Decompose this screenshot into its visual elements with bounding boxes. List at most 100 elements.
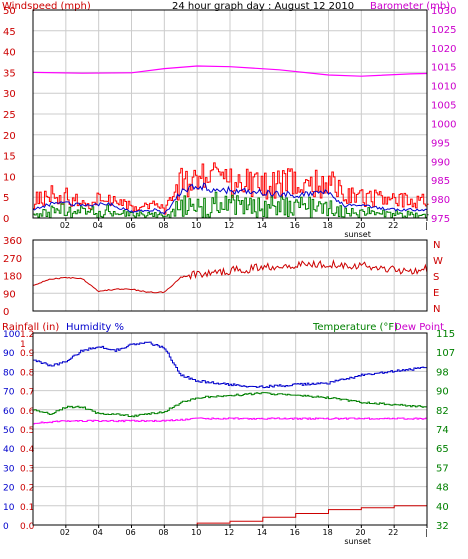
barometer-y-tick: 1020 <box>431 44 456 55</box>
humidity-y-tick: 50 <box>3 426 15 436</box>
wind-y-tick: 40 <box>3 48 16 59</box>
temperature-y-tick: 98 <box>436 367 449 378</box>
dewpoint-series <box>33 417 428 425</box>
barometer-y-tick: 1000 <box>431 119 456 130</box>
wind-y-tick: 20 <box>3 131 16 142</box>
barometer-y-tick: 980 <box>431 195 450 206</box>
wind-y-tick: 30 <box>3 89 16 100</box>
humidity-y-tick: 100 <box>3 330 20 340</box>
temperature-y-tick: 40 <box>436 502 449 513</box>
x-tick-label: 22 <box>388 221 398 230</box>
x-tick-label: 20 <box>355 528 365 537</box>
barometer-y-tick: 1010 <box>431 82 456 93</box>
barometer-y-tick: 1015 <box>431 63 456 74</box>
x-tick-label: 02 <box>60 221 70 230</box>
barometer-y-tick: 995 <box>431 138 450 149</box>
wind-y-tick: 25 <box>3 110 16 121</box>
humidity-y-tick: 30 <box>3 464 15 474</box>
rainfall-y-tick: 0.9 <box>20 349 35 359</box>
barometer-y-tick: 1025 <box>431 25 456 36</box>
wind-y-tick: 45 <box>3 27 16 38</box>
x-tick-label: 14 <box>257 221 267 230</box>
temperature-y-tick: 48 <box>436 483 449 494</box>
wind-direction-series <box>32 259 428 294</box>
temperature-y-tick: 90 <box>436 387 449 398</box>
wind-y-tick: 50 <box>3 6 16 17</box>
x-tick-label: 08 <box>158 221 168 230</box>
dewpoint-axis-title: Dew Point <box>394 322 444 333</box>
x-tick-label: 08 <box>158 528 168 537</box>
wind-y-tick: 10 <box>3 172 16 183</box>
sunset-label: sunset <box>344 537 371 546</box>
humidity-y-tick: 20 <box>3 484 15 494</box>
temperature-series <box>33 392 428 418</box>
barometer-y-tick: 990 <box>431 157 450 168</box>
compass-letter: N <box>433 240 440 251</box>
direction-y-tick: 180 <box>3 272 22 283</box>
rainfall-y-tick: 1 <box>20 340 26 350</box>
rainfall-series <box>33 505 427 526</box>
humidity-y-tick: 10 <box>3 503 15 513</box>
wind-y-tick: 35 <box>3 68 16 79</box>
plot-frame <box>32 239 428 312</box>
x-tick-label: 16 <box>290 221 300 230</box>
rainfall-y-tick: 1.2 <box>20 330 34 340</box>
rainfall-y-tick: 0.8 <box>20 368 35 378</box>
temperature-axis-title: Temperature (°F) <box>312 322 398 333</box>
x-tick-label: 16 <box>290 528 300 537</box>
wind-y-tick: 5 <box>3 193 9 204</box>
barometer-y-tick: 985 <box>431 176 450 187</box>
humidity-y-tick: 60 <box>3 407 15 417</box>
chart-title: 24 hour graph day : August 12 2010 <box>172 1 354 12</box>
x-tick-label: 10 <box>191 221 201 230</box>
x-tick-label: 20 <box>355 221 365 230</box>
temperature-y-tick: 74 <box>436 425 449 436</box>
rainfall-y-tick: 0.1 <box>20 503 34 513</box>
x-tick-label: 06 <box>126 528 136 537</box>
x-tick-label: 12 <box>224 221 234 230</box>
x-tick-label: 06 <box>126 221 136 230</box>
temperature-y-tick: 65 <box>436 444 449 455</box>
direction-y-tick: 360 <box>3 236 22 247</box>
rainfall-y-tick: 0.0 <box>20 522 35 532</box>
x-tick-label: 14 <box>257 528 267 537</box>
compass-letter: N <box>433 304 440 315</box>
rainfall-y-tick: 0.2 <box>20 484 34 494</box>
humidity-series <box>33 341 428 389</box>
temperature-y-tick: 107 <box>436 348 455 359</box>
wind-gust-series <box>33 162 429 215</box>
barometer-y-tick: 1005 <box>431 101 456 112</box>
x-tick-label: | <box>425 528 428 537</box>
x-tick-label: 22 <box>388 528 398 537</box>
x-tick-label: 18 <box>323 528 333 537</box>
rainfall-y-tick: 0.5 <box>20 426 34 436</box>
x-tick-label: 04 <box>93 221 103 230</box>
compass-letter: W <box>433 256 443 267</box>
x-tick-label: | <box>425 221 428 230</box>
direction-y-tick: 90 <box>3 289 16 300</box>
humidity-y-tick: 80 <box>3 368 15 378</box>
humidity-y-tick: 90 <box>3 349 15 359</box>
rainfall-y-tick: 0.6 <box>20 407 35 417</box>
wind-axis-title: Windspeed (mph) <box>2 1 91 12</box>
humidity-axis-title: Humidity % <box>66 322 124 333</box>
temperature-y-tick: 57 <box>436 463 449 474</box>
direction-y-tick: 270 <box>3 254 22 265</box>
barometer-y-tick: 975 <box>431 214 450 225</box>
wind-average-series <box>32 182 428 215</box>
compass-letter: E <box>433 288 439 299</box>
x-tick-label: 10 <box>191 528 201 537</box>
wind-low-series <box>33 191 429 219</box>
temperature-y-tick: 115 <box>436 329 455 340</box>
direction-y-tick: 0 <box>3 307 9 318</box>
humidity-y-tick: 70 <box>3 388 15 398</box>
wind-y-tick: 15 <box>3 152 16 163</box>
x-tick-label: 18 <box>323 221 333 230</box>
x-tick-label: 12 <box>224 528 234 537</box>
humidity-y-tick: 40 <box>3 445 15 455</box>
rainfall-y-tick: 0.7 <box>20 388 34 398</box>
rainfall-y-tick: 0.3 <box>20 464 34 474</box>
temperature-y-tick: 82 <box>436 406 449 417</box>
